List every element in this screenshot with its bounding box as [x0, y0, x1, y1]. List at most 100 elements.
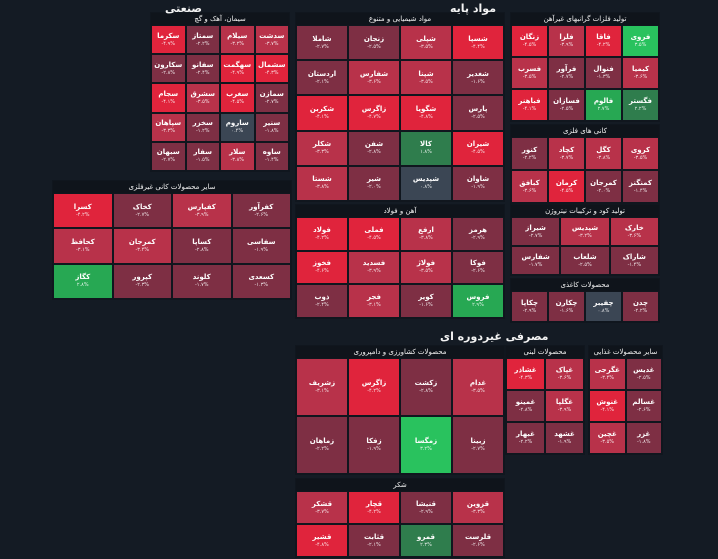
stock-tile[interactable]: زماهان -۲.۲%: [296, 416, 348, 474]
stock-tile[interactable]: شفن -۲.۸%: [348, 130, 400, 166]
stock-tile[interactable]: سغرب -۴.۵%: [220, 83, 255, 113]
stock-tile[interactable]: فسرب -۳.۵%: [511, 57, 548, 89]
stock-tile[interactable]: شاراک -۱.۴%: [609, 246, 659, 275]
stock-tile[interactable]: قمرو ۲.۳%: [400, 524, 452, 557]
stock-tile[interactable]: شسپا -۴.۴%: [452, 25, 504, 61]
stock-tile[interactable]: شفارس -۱.۷%: [511, 246, 561, 275]
stock-tile[interactable]: سکارون -۲.۸%: [151, 54, 186, 84]
stock-tile[interactable]: کسعدی -۱.۳%: [231, 263, 291, 299]
stock-tile[interactable]: قشکر -۳.۷%: [296, 491, 348, 524]
stock-tile[interactable]: فالوم ۲.۷%: [585, 89, 622, 121]
stock-tile[interactable]: ساوه -۱.۴%: [254, 141, 289, 171]
stock-tile[interactable]: شگویا -۴.۸%: [400, 95, 452, 131]
stock-tile[interactable]: زفکا -۱.۹%: [348, 416, 400, 474]
stock-tile[interactable]: سدشت -۳.۷%: [254, 25, 289, 55]
stock-tile[interactable]: فملی -۴.۵%: [348, 217, 400, 251]
stock-tile[interactable]: کگل -۳.۸%: [585, 137, 622, 170]
stock-tile[interactable]: زنجان -۲.۵%: [348, 25, 400, 61]
stock-tile[interactable]: قچار -۴.۲%: [348, 491, 400, 524]
stock-tile[interactable]: فوکا -۲.۶%: [452, 250, 504, 285]
stock-tile[interactable]: غشاذر -۴.۳%: [506, 358, 545, 390]
stock-tile[interactable]: کیمیا -۳.۶%: [622, 57, 659, 89]
stock-tile[interactable]: قزوین -۳.۳%: [452, 491, 504, 524]
stock-tile[interactable]: شیر -۲.۰%: [348, 165, 400, 201]
stock-tile[interactable]: زکشت -۲.۸%: [400, 358, 452, 416]
stock-tile[interactable]: شیراز -۲.۷%: [511, 217, 561, 246]
stock-tile[interactable]: زبینا -۲.۷%: [452, 416, 504, 474]
stock-tile[interactable]: کمنگنز -۱.۴%: [622, 170, 659, 203]
stock-tile[interactable]: فولاد -۴.۲%: [296, 217, 348, 251]
stock-tile[interactable]: غدام -۳.۵%: [452, 358, 504, 416]
stock-tile[interactable]: سمتاز -۲.۲%: [185, 25, 220, 55]
stock-tile[interactable]: غدیس -۲.۵%: [625, 358, 662, 390]
stock-tile[interactable]: زمگسا ۳.۲%: [400, 416, 452, 474]
stock-tile[interactable]: ساروم ۰.۴%: [220, 112, 255, 142]
stock-tile[interactable]: زاگرس -۴.۲%: [348, 358, 400, 416]
stock-tile[interactable]: سبهان -۲.۷%: [151, 141, 186, 171]
stock-tile[interactable]: غپاک -۳.۶%: [545, 358, 584, 390]
stock-tile[interactable]: زشریف -۳.۱%: [296, 358, 348, 416]
stock-tile[interactable]: فجر -۳.۱%: [348, 284, 400, 318]
stock-tile[interactable]: چکاپا -۲.۹%: [511, 291, 548, 322]
stock-tile[interactable]: کرمان -۴.۵%: [548, 170, 585, 203]
stock-tile[interactable]: سنیر -۱.۸%: [254, 112, 289, 142]
stock-tile[interactable]: شپدیس ۰.۸%: [400, 165, 452, 201]
stock-tile[interactable]: ارفع -۳.۸%: [400, 217, 452, 251]
stock-tile[interactable]: فروس ۲.۹%: [452, 284, 504, 318]
stock-tile[interactable]: فاقا -۴.۲%: [585, 25, 622, 57]
stock-tile[interactable]: کچاد -۳.۷%: [548, 137, 585, 170]
stock-tile[interactable]: سشرق -۳.۵%: [185, 83, 220, 113]
stock-tile[interactable]: کبافق -۳.۶%: [511, 170, 548, 203]
stock-tile[interactable]: فگستر ۲.۲%: [622, 89, 659, 121]
stock-tile[interactable]: کویر -۱.۶%: [400, 284, 452, 318]
stock-tile[interactable]: غچین -۳.۵%: [589, 422, 626, 454]
stock-tile[interactable]: کلوند -۱.۷%: [172, 263, 232, 299]
stock-tile[interactable]: غبهار -۲.۲%: [506, 422, 545, 454]
stock-tile[interactable]: کحافظ -۳.۱%: [53, 228, 113, 264]
stock-tile[interactable]: غزر -۱.۸%: [625, 422, 662, 454]
stock-tile[interactable]: شلعاب -۲.۵%: [560, 246, 610, 275]
stock-tile[interactable]: غشهد -۱.۹%: [545, 422, 584, 454]
stock-tile[interactable]: شاملا -۲.۷%: [296, 25, 348, 61]
stock-tile[interactable]: کفرآور -۲.۶%: [231, 193, 291, 229]
stock-tile[interactable]: فنوال -۱.۳%: [585, 57, 622, 89]
stock-tile[interactable]: شغدیر -۱.۶%: [452, 60, 504, 96]
stock-tile[interactable]: شفارس -۳.۶%: [348, 60, 400, 96]
stock-tile[interactable]: غسالم -۲.۶%: [625, 390, 662, 422]
stock-tile[interactable]: غگرجی -۳.۴%: [589, 358, 626, 390]
stock-tile[interactable]: کفپارس -۳.۹%: [172, 193, 232, 229]
stock-tile[interactable]: کروی -۳.۵%: [622, 137, 659, 170]
stock-tile[interactable]: هرمز -۲.۹%: [452, 217, 504, 251]
stock-tile[interactable]: شپدیس -۳.۲%: [560, 217, 610, 246]
stock-tile[interactable]: کمرجان -۳.۴%: [112, 228, 172, 264]
stock-tile[interactable]: فرآور -۲.۷%: [548, 57, 585, 89]
stock-tile[interactable]: قشیر -۴.۸%: [296, 524, 348, 557]
stock-tile[interactable]: زنگان -۴.۵%: [511, 25, 548, 57]
stock-tile[interactable]: سشمال -۴.۳%: [254, 54, 289, 84]
stock-tile[interactable]: قنیشا -۲.۹%: [400, 491, 452, 524]
stock-tile[interactable]: شکربن -۴.۱%: [296, 95, 348, 131]
stock-tile[interactable]: شپنا -۳.۵%: [400, 60, 452, 96]
stock-tile[interactable]: چفیبر ۰.۸%: [585, 291, 622, 322]
stock-tile[interactable]: کخاک -۲.۷%: [112, 193, 172, 229]
stock-tile[interactable]: سخزر -۱.۲%: [185, 112, 220, 142]
stock-tile[interactable]: چدن -۲.۲%: [622, 291, 659, 322]
stock-tile[interactable]: فباهنر -۴.۱%: [511, 89, 548, 121]
stock-tile[interactable]: کمرجان -۲.۰%: [585, 170, 622, 203]
stock-tile[interactable]: خارک -۳.۶%: [609, 217, 659, 246]
stock-tile[interactable]: قلرست -۲.۶%: [452, 524, 504, 557]
stock-tile[interactable]: کپرور -۲.۳%: [112, 263, 172, 299]
stock-tile[interactable]: فلزا -۳.۹%: [548, 25, 585, 57]
stock-tile[interactable]: سیلام -۳.۲%: [220, 25, 255, 55]
stock-tile[interactable]: فسازان -۲.۵%: [548, 89, 585, 121]
stock-tile[interactable]: سفانو -۲.۴%: [185, 54, 220, 84]
stock-tile[interactable]: پارس -۲.۵%: [452, 95, 504, 131]
stock-tile[interactable]: فسدید -۳.۹%: [348, 250, 400, 285]
stock-tile[interactable]: کنور -۲.۲%: [511, 137, 548, 170]
stock-tile[interactable]: سفار -۱.۵%: [185, 141, 220, 171]
stock-tile[interactable]: سکرما -۴.۹%: [151, 25, 186, 55]
stock-tile[interactable]: سفاسی -۱.۹%: [231, 228, 291, 264]
stock-tile[interactable]: فخوز -۴.۶%: [296, 250, 348, 285]
stock-tile[interactable]: اردستان -۲.۱%: [296, 60, 348, 96]
stock-tile[interactable]: سهگمت -۴.۹%: [220, 54, 255, 84]
